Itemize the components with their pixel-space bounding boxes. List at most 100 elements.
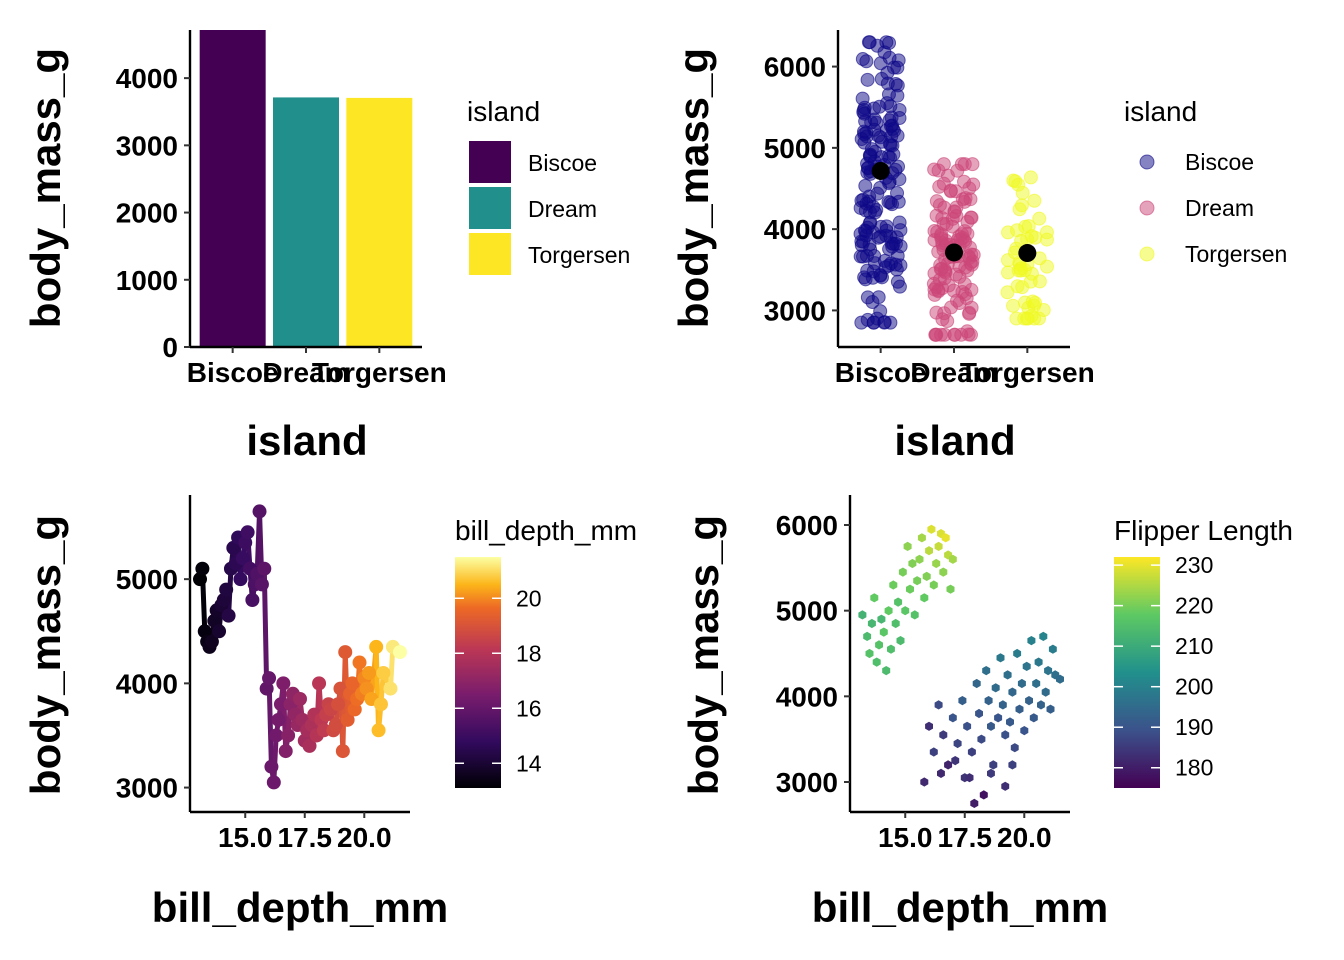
hex-bin (979, 790, 988, 800)
hex-bin (929, 580, 938, 590)
jitter-point (940, 314, 955, 329)
jitter-y-tick-label: 4000 (764, 214, 826, 245)
bar-legend-title: island (467, 96, 540, 127)
hex-bin (1001, 730, 1010, 740)
hex-bin (865, 648, 874, 659)
hex-bin (939, 730, 948, 740)
data-point (233, 572, 248, 587)
jitter-point (935, 211, 950, 226)
jitter-point (883, 150, 898, 165)
hex-bin (967, 747, 976, 757)
bar (199, 30, 266, 347)
hex-bin (932, 558, 941, 569)
jitter-point (965, 254, 980, 269)
hex-colorbar-label: 180 (1175, 755, 1213, 781)
data-point (269, 728, 284, 743)
bar (273, 97, 339, 347)
hex-bin (872, 657, 881, 667)
hex-x-tick-label: 17.5 (938, 822, 993, 853)
hex-bin (1044, 666, 1053, 676)
jitter-point (890, 248, 905, 263)
line-colorbar-label: 20 (516, 585, 542, 611)
data-point (235, 551, 250, 566)
hex-bin (1034, 657, 1043, 667)
hex-bin (915, 554, 924, 564)
data-point (335, 744, 350, 759)
jitter-point (936, 176, 951, 191)
jitter-point (880, 65, 895, 80)
hex-bin (913, 576, 922, 586)
jitter-point (883, 119, 898, 134)
data-point (312, 676, 327, 691)
data-point (193, 572, 207, 587)
jitter-point (1000, 265, 1015, 280)
data-point (276, 676, 291, 691)
bar-legend-key (469, 141, 511, 183)
jitter-point (860, 290, 875, 305)
hex-bin (1056, 674, 1064, 684)
hex-bin (894, 597, 903, 607)
jitter-point (855, 52, 870, 67)
line-axes: 3000 4000 5000 15.0 17.5 20.0 (116, 495, 410, 853)
data-point (359, 681, 374, 696)
hex-bin (863, 631, 872, 641)
line-x-tick-label: 15.0 (218, 822, 273, 853)
data-point (212, 624, 227, 639)
bar-x-tick-label: Torgersen (312, 357, 447, 388)
data-point (257, 561, 272, 576)
hex-bin (1003, 670, 1012, 680)
hex-axes: 3000 4000 5000 6000 15.0 17.5 20.0 (776, 495, 1070, 853)
hex-bin (977, 734, 986, 744)
hex-bin (1022, 661, 1031, 671)
bar-legend-key (469, 233, 511, 275)
mean-point (1018, 244, 1037, 263)
jitter-point (858, 272, 873, 287)
hex-y-tick-label: 6000 (776, 510, 838, 541)
hex-colorbar-title: Flipper Length (1114, 515, 1293, 546)
hex-bin (1037, 700, 1045, 710)
data-point (278, 744, 293, 759)
hex-x-axis-title: bill_depth_mm (812, 884, 1108, 931)
data-point (226, 540, 241, 555)
jitter-point (892, 279, 907, 294)
panel-line-chart: 3000 4000 5000 15.0 17.5 20.0 bill_depth_mm b… (22, 495, 637, 931)
hex-bin (870, 593, 879, 603)
jitter-point (947, 205, 962, 220)
bar-y-tick-label: 1000 (116, 265, 178, 296)
bar-legend-key (469, 187, 511, 229)
bar-y-tick-label: 0 (162, 332, 178, 363)
hex-bin (875, 640, 883, 650)
data-point (254, 577, 269, 592)
bar-y-tick-label: 4000 (116, 63, 178, 94)
hex-y-tick-label: 4000 (776, 681, 838, 712)
hex-bin (975, 708, 983, 719)
line-colorbar-gradient (455, 557, 501, 788)
line-x-tick-label: 20.0 (337, 822, 392, 853)
jitter-point (937, 271, 952, 286)
jitter-y-tick-label: 6000 (764, 52, 826, 83)
bar-legend: island Biscoe Dream Torgersen (467, 96, 630, 275)
jitter-point (1011, 177, 1026, 192)
data-point (240, 525, 255, 540)
hex-bin (1017, 678, 1026, 689)
hex-bin (984, 696, 993, 706)
hex-bin (1032, 678, 1041, 689)
jitter-y-axis-title: body_mass_g (670, 48, 717, 328)
hex-bin (939, 567, 948, 577)
jitter-point (960, 324, 975, 339)
hex-bin (1048, 644, 1057, 654)
jitter-point (858, 224, 873, 239)
hex-bin (951, 756, 960, 766)
hex-bin (982, 666, 991, 676)
data-point (352, 655, 367, 670)
jitter-point (929, 305, 944, 320)
jitter-point (858, 178, 873, 193)
jitter-point (873, 304, 888, 319)
data-point (347, 702, 362, 717)
jitter-y-tick-label: 3000 (764, 295, 826, 326)
jitter-point (860, 312, 875, 327)
bar-legend-label: Biscoe (528, 150, 597, 176)
jitter-legend-label: Torgersen (1185, 241, 1287, 267)
jitter-point (881, 87, 896, 102)
hex-bin (948, 554, 957, 564)
